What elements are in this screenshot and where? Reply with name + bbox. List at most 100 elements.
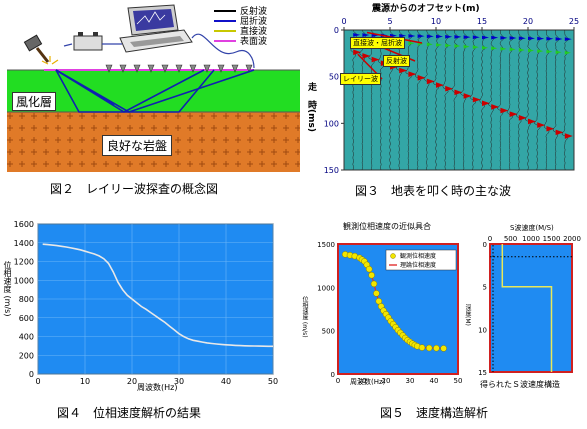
geophone-icon — [245, 64, 253, 73]
fig3-reflected-wave-mark — [518, 48, 525, 52]
fig3-trace — [460, 30, 469, 171]
fig3-rayleigh-wave-mark — [546, 125, 555, 132]
fig5a-observed-point — [368, 271, 375, 279]
geophone-icon — [133, 64, 141, 73]
fig3-rayleigh-wave-mark — [408, 71, 417, 77]
fig5b-sub-caption: 得られたＳ波速度構造 — [480, 380, 560, 389]
fig3-trace — [359, 29, 367, 171]
fig5a-x-tick-label: 50 — [454, 377, 463, 385]
fig3-trace — [396, 29, 404, 171]
fig3-reflected-wave-mark — [537, 49, 544, 53]
fig4-y-title: 位相速度 (m/s) — [3, 261, 12, 317]
fig3-trace — [423, 29, 431, 171]
fig3-rayleigh-wave-mark — [426, 78, 435, 85]
fig3-rayleigh-wave-mark — [445, 85, 454, 92]
fig4-y-tick-label: 800 — [19, 295, 34, 304]
fig5a-x-tick-label: 20 — [382, 377, 391, 385]
fig3-direct-wave-mark — [546, 36, 554, 41]
fig3-rayleigh-wave-mark — [500, 107, 509, 114]
fig4-y-tick-label: 200 — [19, 351, 34, 360]
fig4-x-tick-label: 40 — [221, 377, 231, 386]
fig3-reflected-wave-mark — [472, 45, 479, 50]
fig3-trace — [368, 29, 377, 171]
fig5b-x-tick-label: 500 — [504, 235, 517, 243]
fig5-panel: 0 500 1000 1500 0 10 20 30 40 50 観測位相速度 理論位相速度 0 500 1… — [300, 218, 587, 398]
fig3-x-tick-label: 5 — [387, 17, 392, 26]
battery-icon — [73, 32, 103, 51]
fig3-rayleigh-wave-mark — [417, 74, 426, 81]
fig3-direct-wave-mark — [417, 34, 425, 39]
fig5a-observed-point — [440, 345, 447, 352]
fig3-rayleigh-wave-mark — [353, 49, 362, 56]
fig2-caption: 図２ レイリー波探査の概念図 — [50, 182, 219, 196]
fig3-trace — [488, 30, 496, 171]
fig3-y-tick-label: 150 — [324, 166, 339, 175]
fig3-direct-wave-mark — [491, 35, 499, 40]
fig3-rayleigh-wave-mark — [528, 118, 536, 125]
fig3-rayleigh-wave-mark — [537, 122, 546, 128]
fig3-x-title: 震源からのオフセット(m) — [372, 4, 480, 14]
fig3-reflected-wave-mark — [454, 44, 461, 48]
fig3-direct-wave-mark — [482, 35, 489, 40]
fig3-trace — [350, 29, 358, 171]
fig5b-x-tick-label: 1500 — [543, 235, 561, 243]
fig3-x-tick-label: 10 — [431, 17, 441, 26]
bedrock-layer-label: 良好な岩盤 — [102, 135, 173, 156]
fig3-reflected-wave-mark — [445, 43, 452, 48]
fig3-reflected-wave-mark — [528, 48, 534, 53]
laptop-icon — [119, 4, 193, 53]
fig3-reflected-wave-mark — [408, 41, 415, 46]
label-rayleigh-wave: レイリー波 — [340, 73, 381, 85]
fig5a-observed-point — [373, 290, 380, 297]
fig4-y-tick-label: 1200 — [14, 258, 34, 267]
fig5b-title: S波速度(M/S) — [510, 224, 554, 232]
fig5a-legend-label: 理論位相速度 — [400, 261, 436, 269]
fig4-y-tick-label: 400 — [19, 333, 34, 342]
legend-label: 反射波 — [240, 5, 267, 17]
fig5a-observed-point — [425, 344, 433, 352]
fig5b-y-tick-label: 5 — [483, 284, 487, 292]
fig3-rayleigh-wave-mark — [463, 93, 472, 99]
fig3-rayleigh-wave-mark — [482, 100, 490, 107]
fig5a-observed-point — [433, 344, 440, 352]
fig5b-plot-area — [489, 243, 573, 373]
fig4-x-tick-label: 10 — [80, 377, 90, 386]
fig5b-y-tick-label: 0 — [483, 241, 487, 249]
fig3-direct-wave-mark — [463, 35, 471, 39]
fig5-caption: 図５ 速度構造解析 — [380, 406, 489, 420]
ray-paths — [55, 69, 255, 113]
fig5a-legend — [385, 249, 457, 271]
fig5a-y-title: 位相速度 (m/s) — [301, 296, 308, 338]
fig4-y-tick-label: 1400 — [14, 239, 34, 248]
fig3-trace — [387, 29, 395, 171]
fig3-x-tick-label: 15 — [477, 17, 487, 26]
fig5a-x-title: 周波数(Hz) — [350, 378, 386, 386]
fig5a-x-tick-label: 30 — [406, 377, 415, 385]
fig3-trace — [552, 30, 561, 171]
fig3-rayleigh-wave-mark — [472, 96, 481, 103]
fig4-y-tick-label: 1600 — [14, 220, 34, 229]
fig3-rayleigh-wave-mark — [371, 56, 380, 63]
fig5a-legend-marker — [390, 253, 396, 259]
fig3-direct-wave-mark — [555, 37, 563, 41]
fig5b-x-tick-label: 2000 — [563, 235, 581, 243]
fig3-x-tick-label: 25 — [569, 17, 579, 26]
fig5a-observed-point — [418, 344, 426, 351]
fig3-trace — [378, 29, 386, 171]
fig3-y-tick-label: 100 — [324, 119, 339, 128]
fig3-reflected-wave-mark — [436, 43, 442, 47]
fig3-direct-wave-mark — [445, 34, 453, 39]
geophone-icon — [147, 64, 155, 73]
fig4-y-tick-label: 600 — [19, 314, 34, 323]
geophone-icon — [105, 64, 113, 73]
fig5b-y-title: 深度(M) — [464, 304, 471, 326]
fig3-direct-wave-mark — [564, 37, 572, 42]
fig3-direct-wave-mark — [518, 36, 526, 41]
fig3-rayleigh-wave-mark — [564, 133, 573, 139]
fig3-reflected-wave-mark — [564, 50, 571, 55]
fig5a-y-tick-label: 500 — [322, 328, 335, 336]
fig3-direct-wave-mark — [426, 34, 434, 39]
fig3-rayleigh-wave-mark — [518, 115, 527, 121]
fig4-caption: 図４ 位相速度解析の結果 — [57, 406, 202, 420]
fig5a-y-tick-label: 1500 — [317, 241, 335, 249]
